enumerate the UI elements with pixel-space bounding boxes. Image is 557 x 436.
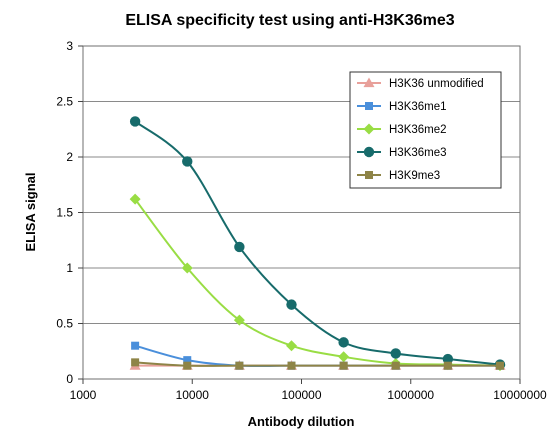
legend-label: H3K36 unmodified: [389, 78, 484, 90]
legend-marker: [365, 171, 373, 179]
data-point: [287, 361, 296, 370]
y-tick-label: 2: [66, 150, 73, 164]
data-point: [338, 337, 349, 348]
data-point: [339, 361, 348, 370]
y-tick-label: 3: [66, 39, 73, 53]
y-axis-label: ELISA signal: [23, 173, 38, 252]
legend-label: H3K36me2: [389, 124, 447, 136]
legend-label: H3K9me3: [389, 170, 440, 182]
data-point: [181, 262, 193, 274]
chart-title: ELISA specificity test using anti-H3K36m…: [125, 12, 454, 29]
x-tick-label: 1000000: [387, 388, 434, 402]
legend-marker: [365, 102, 373, 110]
series-line-h3k9me3: [135, 361, 501, 367]
data-point: [390, 348, 401, 359]
legend-label: H3K36me1: [389, 101, 447, 113]
series-line-h3k36me2: [134, 198, 501, 367]
y-tick-label: 0: [66, 372, 73, 386]
data-point: [129, 116, 141, 127]
data-point: [443, 361, 452, 370]
series-line-h3k36me3: [134, 120, 501, 366]
legend-label: H3K36me3: [389, 147, 447, 159]
y-tick-label: 1.5: [56, 206, 73, 220]
legend-marker: [363, 77, 375, 88]
data-point: [442, 353, 454, 365]
data-point: [131, 358, 140, 367]
y-tick-label: 2.5: [56, 95, 73, 109]
data-point: [338, 351, 350, 363]
y-tick-label: 1: [66, 261, 73, 275]
x-axis-label: Antibody dilution: [248, 414, 355, 429]
data-point: [391, 361, 400, 370]
data-point: [235, 361, 244, 370]
legend: H3K36 unmodified H3K36me1 H3K36me2 H3K36me3…: [349, 71, 502, 189]
x-tick-label: 100000: [281, 388, 321, 402]
series-layer: [129, 116, 506, 372]
data-point: [234, 241, 245, 253]
tick-layer: 0 0.5 1 1.5 2 2.5 3 1000 10000 100000 1000000 10000…: [56, 39, 547, 402]
data-point: [182, 156, 193, 167]
data-point: [496, 361, 505, 370]
legend-marker: [363, 146, 375, 158]
legend-marker: [363, 123, 375, 135]
data-point: [131, 341, 140, 350]
x-tick-label: 10000: [176, 388, 210, 402]
data-point: [286, 299, 297, 310]
x-tick-label: 1000: [70, 388, 97, 402]
data-point: [129, 193, 141, 205]
data-point: [233, 314, 245, 326]
y-tick-label: 0.5: [56, 317, 73, 331]
data-point: [286, 340, 298, 352]
data-point: [183, 361, 192, 370]
data-point: [183, 356, 192, 365]
x-tick-label: 10000000: [493, 388, 547, 402]
